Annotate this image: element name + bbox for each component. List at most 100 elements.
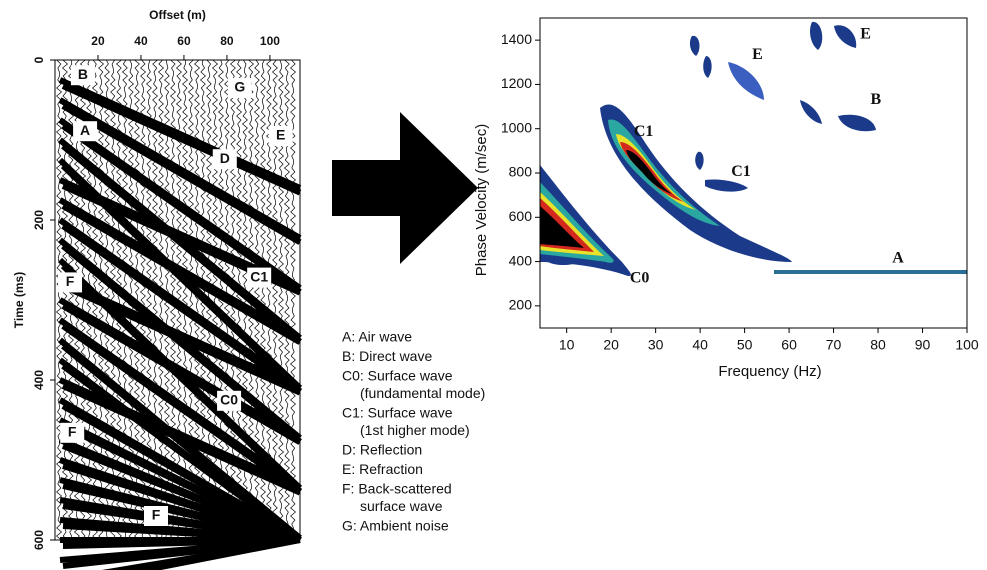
annotation: C1 — [634, 123, 654, 140]
seismic-trace — [199, 59, 207, 541]
annotation: F — [68, 424, 77, 440]
legend: A: Air wave B: Direct wave C0: Surface wav… — [342, 329, 485, 534]
annotation: C1 — [731, 163, 751, 180]
x-tick-label: 40 — [692, 337, 708, 353]
annotation: F — [66, 273, 75, 289]
x-tick-label: 10 — [559, 337, 575, 353]
seismic-trace — [157, 59, 165, 541]
annotation: C0 — [630, 270, 650, 287]
annotation: E — [752, 46, 763, 63]
y-tick-label: 400 — [509, 252, 533, 268]
seismic-trace — [217, 59, 225, 541]
x-tick-label: 100 — [260, 34, 280, 48]
seismic-trace — [139, 59, 147, 541]
annotation-box — [73, 121, 98, 142]
legend-entry: B: Direct wave — [342, 348, 432, 364]
annotation: C0 — [220, 392, 238, 408]
seismic-trace — [187, 59, 195, 541]
x-tick-label: 80 — [220, 34, 234, 48]
legend-entry: surface wave — [360, 498, 443, 514]
seismic-trace — [151, 59, 159, 541]
annotation-box — [212, 149, 237, 170]
legend-entry: C1: Surface wave — [342, 405, 453, 421]
x-tick-label: 20 — [91, 34, 105, 48]
x-tick-label: 60 — [781, 337, 797, 353]
seismic-event — [58, 317, 302, 495]
dispersion-energy — [540, 21, 967, 276]
seismic-trace — [169, 59, 177, 541]
legend-entry: G: Ambient noise — [342, 518, 449, 534]
annotation: F — [152, 507, 161, 523]
annotation-box — [268, 126, 293, 146]
seismic-trace — [211, 59, 219, 541]
seismic-gather — [54, 59, 303, 570]
x-tick-label: 70 — [826, 337, 842, 353]
seismic-trace — [121, 59, 129, 541]
x-tick-label: 50 — [737, 337, 753, 353]
annotation: E — [276, 127, 285, 143]
y-tick-label: 600 — [509, 208, 533, 224]
seismic-trace — [247, 59, 255, 541]
y-tick-label: 200 — [32, 210, 46, 230]
plot-frame — [539, 17, 968, 329]
annotation: A — [892, 249, 904, 266]
annotation: C1 — [250, 268, 268, 284]
gather-border — [54, 59, 301, 541]
seismic-trace — [229, 59, 237, 541]
x-axis-title: Offset (m) — [149, 8, 206, 22]
legend-entry: E: Refraction — [342, 461, 423, 477]
legend-entry: C0: Surface wave — [342, 368, 453, 384]
seismic-trace — [163, 59, 171, 541]
annotation-box — [247, 267, 272, 288]
seismic-event — [101, 537, 301, 570]
annotation: B — [78, 66, 88, 82]
seismic-trace — [175, 59, 183, 541]
y-tick-label: 0 — [32, 56, 46, 63]
y-tick-label: 600 — [32, 530, 46, 550]
arrow — [332, 112, 478, 264]
legend-entry: F: Back-scattered — [342, 481, 452, 497]
annotation-box — [217, 390, 242, 411]
x-tick-label: 80 — [870, 337, 886, 353]
seismic-trace — [97, 59, 105, 541]
seismic-trace — [181, 59, 189, 541]
annotation-box — [60, 422, 85, 443]
annotation-box — [227, 78, 252, 98]
seismic-trace — [223, 59, 231, 541]
x-tick-label: 100 — [955, 337, 979, 353]
seismic-trace — [289, 59, 297, 541]
x-tick-label: 20 — [603, 337, 619, 353]
y-axis-title: Phase Velocity (m/sec) — [473, 124, 490, 277]
annotation-box — [144, 506, 169, 526]
seismic-event — [58, 77, 302, 196]
seismic-trace — [241, 59, 249, 541]
annotation-box — [70, 65, 95, 86]
seismic-trace — [109, 59, 117, 541]
seismic-trace — [259, 59, 267, 541]
x-tick-label: 30 — [648, 337, 664, 353]
annotation-box — [58, 272, 83, 293]
seismic-trace — [145, 59, 153, 541]
annotation: G — [234, 79, 245, 95]
seismic-event — [58, 117, 302, 295]
legend-entry: (1st higher mode) — [360, 422, 470, 438]
y-tick-label: 200 — [509, 297, 533, 313]
seismic-event — [58, 197, 302, 345]
seismic-trace — [205, 59, 213, 541]
legend-entry: D: Reflection — [342, 442, 422, 458]
seismic-trace — [115, 59, 123, 541]
annotation: E — [860, 26, 871, 43]
x-tick-label: 60 — [177, 34, 191, 48]
seismic-trace — [67, 59, 75, 541]
seismic-trace — [127, 59, 135, 541]
y-tick-label: 1400 — [501, 31, 532, 47]
seismic-trace — [55, 59, 63, 541]
x-tick-label: 40 — [134, 34, 148, 48]
seismic-event — [58, 277, 302, 396]
annotation: A — [80, 122, 90, 138]
seismic-trace — [235, 59, 243, 541]
y-tick-label: 1200 — [501, 75, 532, 91]
y-tick-label: 1000 — [501, 119, 532, 135]
seismic-trace — [265, 59, 273, 541]
